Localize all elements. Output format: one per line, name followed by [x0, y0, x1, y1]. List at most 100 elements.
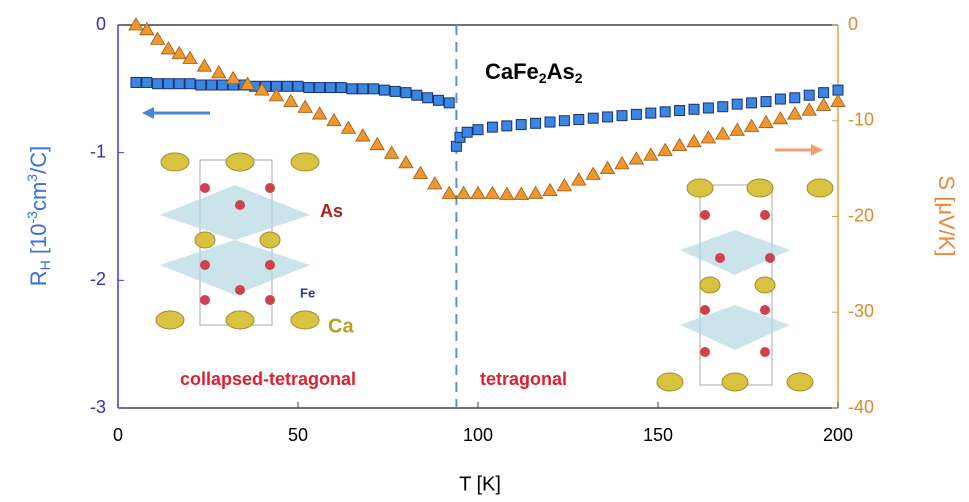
marker	[790, 93, 800, 103]
marker	[615, 157, 629, 169]
annotation: Fe	[300, 285, 315, 300]
x-tick-label: 100	[463, 425, 493, 445]
y2-tick-label: -10	[848, 110, 874, 130]
marker	[412, 90, 422, 100]
y-axis-label: RH [10-3cm3/C]	[24, 146, 53, 286]
marker	[559, 116, 569, 126]
y-tick-label: -3	[90, 397, 106, 417]
marker	[588, 113, 598, 123]
marker	[129, 18, 143, 30]
marker	[423, 93, 433, 103]
x-tick-label: 50	[288, 425, 308, 445]
marker	[444, 98, 454, 108]
marker	[485, 187, 499, 199]
marker	[457, 187, 471, 199]
marker	[514, 187, 528, 199]
marker	[315, 83, 325, 93]
marker	[703, 103, 713, 113]
marker	[379, 85, 389, 95]
marker	[617, 111, 627, 121]
marker	[428, 177, 442, 189]
marker	[413, 166, 427, 178]
marker	[673, 139, 687, 151]
y2-tick-label: -20	[848, 205, 874, 225]
y2-tick-label: -40	[848, 397, 874, 417]
marker	[217, 80, 227, 90]
marker	[833, 85, 843, 95]
marker	[631, 109, 641, 119]
marker	[687, 135, 701, 147]
marker	[196, 80, 206, 90]
x-tick-label: 200	[823, 425, 853, 445]
marker	[185, 79, 195, 89]
marker	[174, 79, 184, 89]
marker	[293, 81, 303, 91]
marker	[574, 114, 584, 124]
marker	[471, 187, 485, 199]
marker	[502, 121, 512, 131]
marker	[802, 103, 816, 115]
marker	[660, 107, 670, 117]
x-tick-label: 150	[643, 425, 673, 445]
marker	[347, 84, 357, 94]
marker	[759, 116, 773, 128]
y-tick-label: 0	[96, 14, 106, 34]
marker	[327, 114, 341, 126]
marker	[775, 94, 785, 104]
arrow-right	[775, 144, 823, 156]
marker	[819, 88, 829, 98]
annotation: Ca	[328, 315, 354, 337]
marker	[358, 84, 368, 94]
marker	[545, 117, 555, 127]
marker	[298, 100, 312, 112]
marker	[745, 119, 759, 131]
x-axis-label: T [K]	[459, 473, 501, 495]
y2-tick-label: 0	[848, 14, 858, 34]
marker	[675, 106, 685, 116]
y-tick-label: -2	[90, 269, 106, 289]
marker	[284, 95, 298, 107]
y-tick-label: -1	[90, 141, 106, 161]
marker	[370, 138, 384, 150]
chart: CaFe2As2 collapsed-tetragonal tetragonal…	[0, 0, 969, 502]
marker	[718, 102, 728, 112]
marker	[153, 79, 163, 89]
y2-axis-label: S [μV/K]	[934, 175, 959, 256]
marker	[369, 84, 379, 94]
marker	[390, 86, 400, 96]
marker	[385, 146, 399, 158]
marker	[716, 127, 730, 139]
arrow-left	[142, 107, 210, 119]
annotation: collapsed-tetragonal	[180, 369, 356, 389]
marker	[401, 88, 411, 98]
marker	[557, 179, 571, 191]
marker	[487, 122, 497, 132]
marker	[197, 59, 211, 71]
marker	[543, 184, 557, 196]
annotation: tetragonal	[480, 369, 567, 389]
marker	[131, 77, 141, 87]
marker	[163, 79, 173, 89]
marker	[325, 83, 335, 93]
marker	[761, 97, 771, 107]
marker	[817, 98, 831, 110]
marker	[644, 148, 658, 160]
marker	[399, 156, 413, 168]
marker	[336, 83, 346, 93]
marker	[531, 118, 541, 128]
marker	[282, 81, 292, 91]
marker	[516, 120, 526, 130]
marker	[831, 95, 845, 107]
marker	[212, 66, 226, 78]
marker	[304, 83, 314, 93]
marker	[658, 143, 672, 155]
marker	[207, 80, 217, 90]
marker	[773, 112, 787, 124]
marker	[226, 72, 240, 84]
marker	[433, 95, 443, 105]
y2-tick-label: -30	[848, 301, 874, 321]
marker	[442, 187, 456, 199]
marker	[747, 98, 757, 108]
x-tick-label: 0	[113, 425, 123, 445]
marker	[341, 121, 355, 133]
